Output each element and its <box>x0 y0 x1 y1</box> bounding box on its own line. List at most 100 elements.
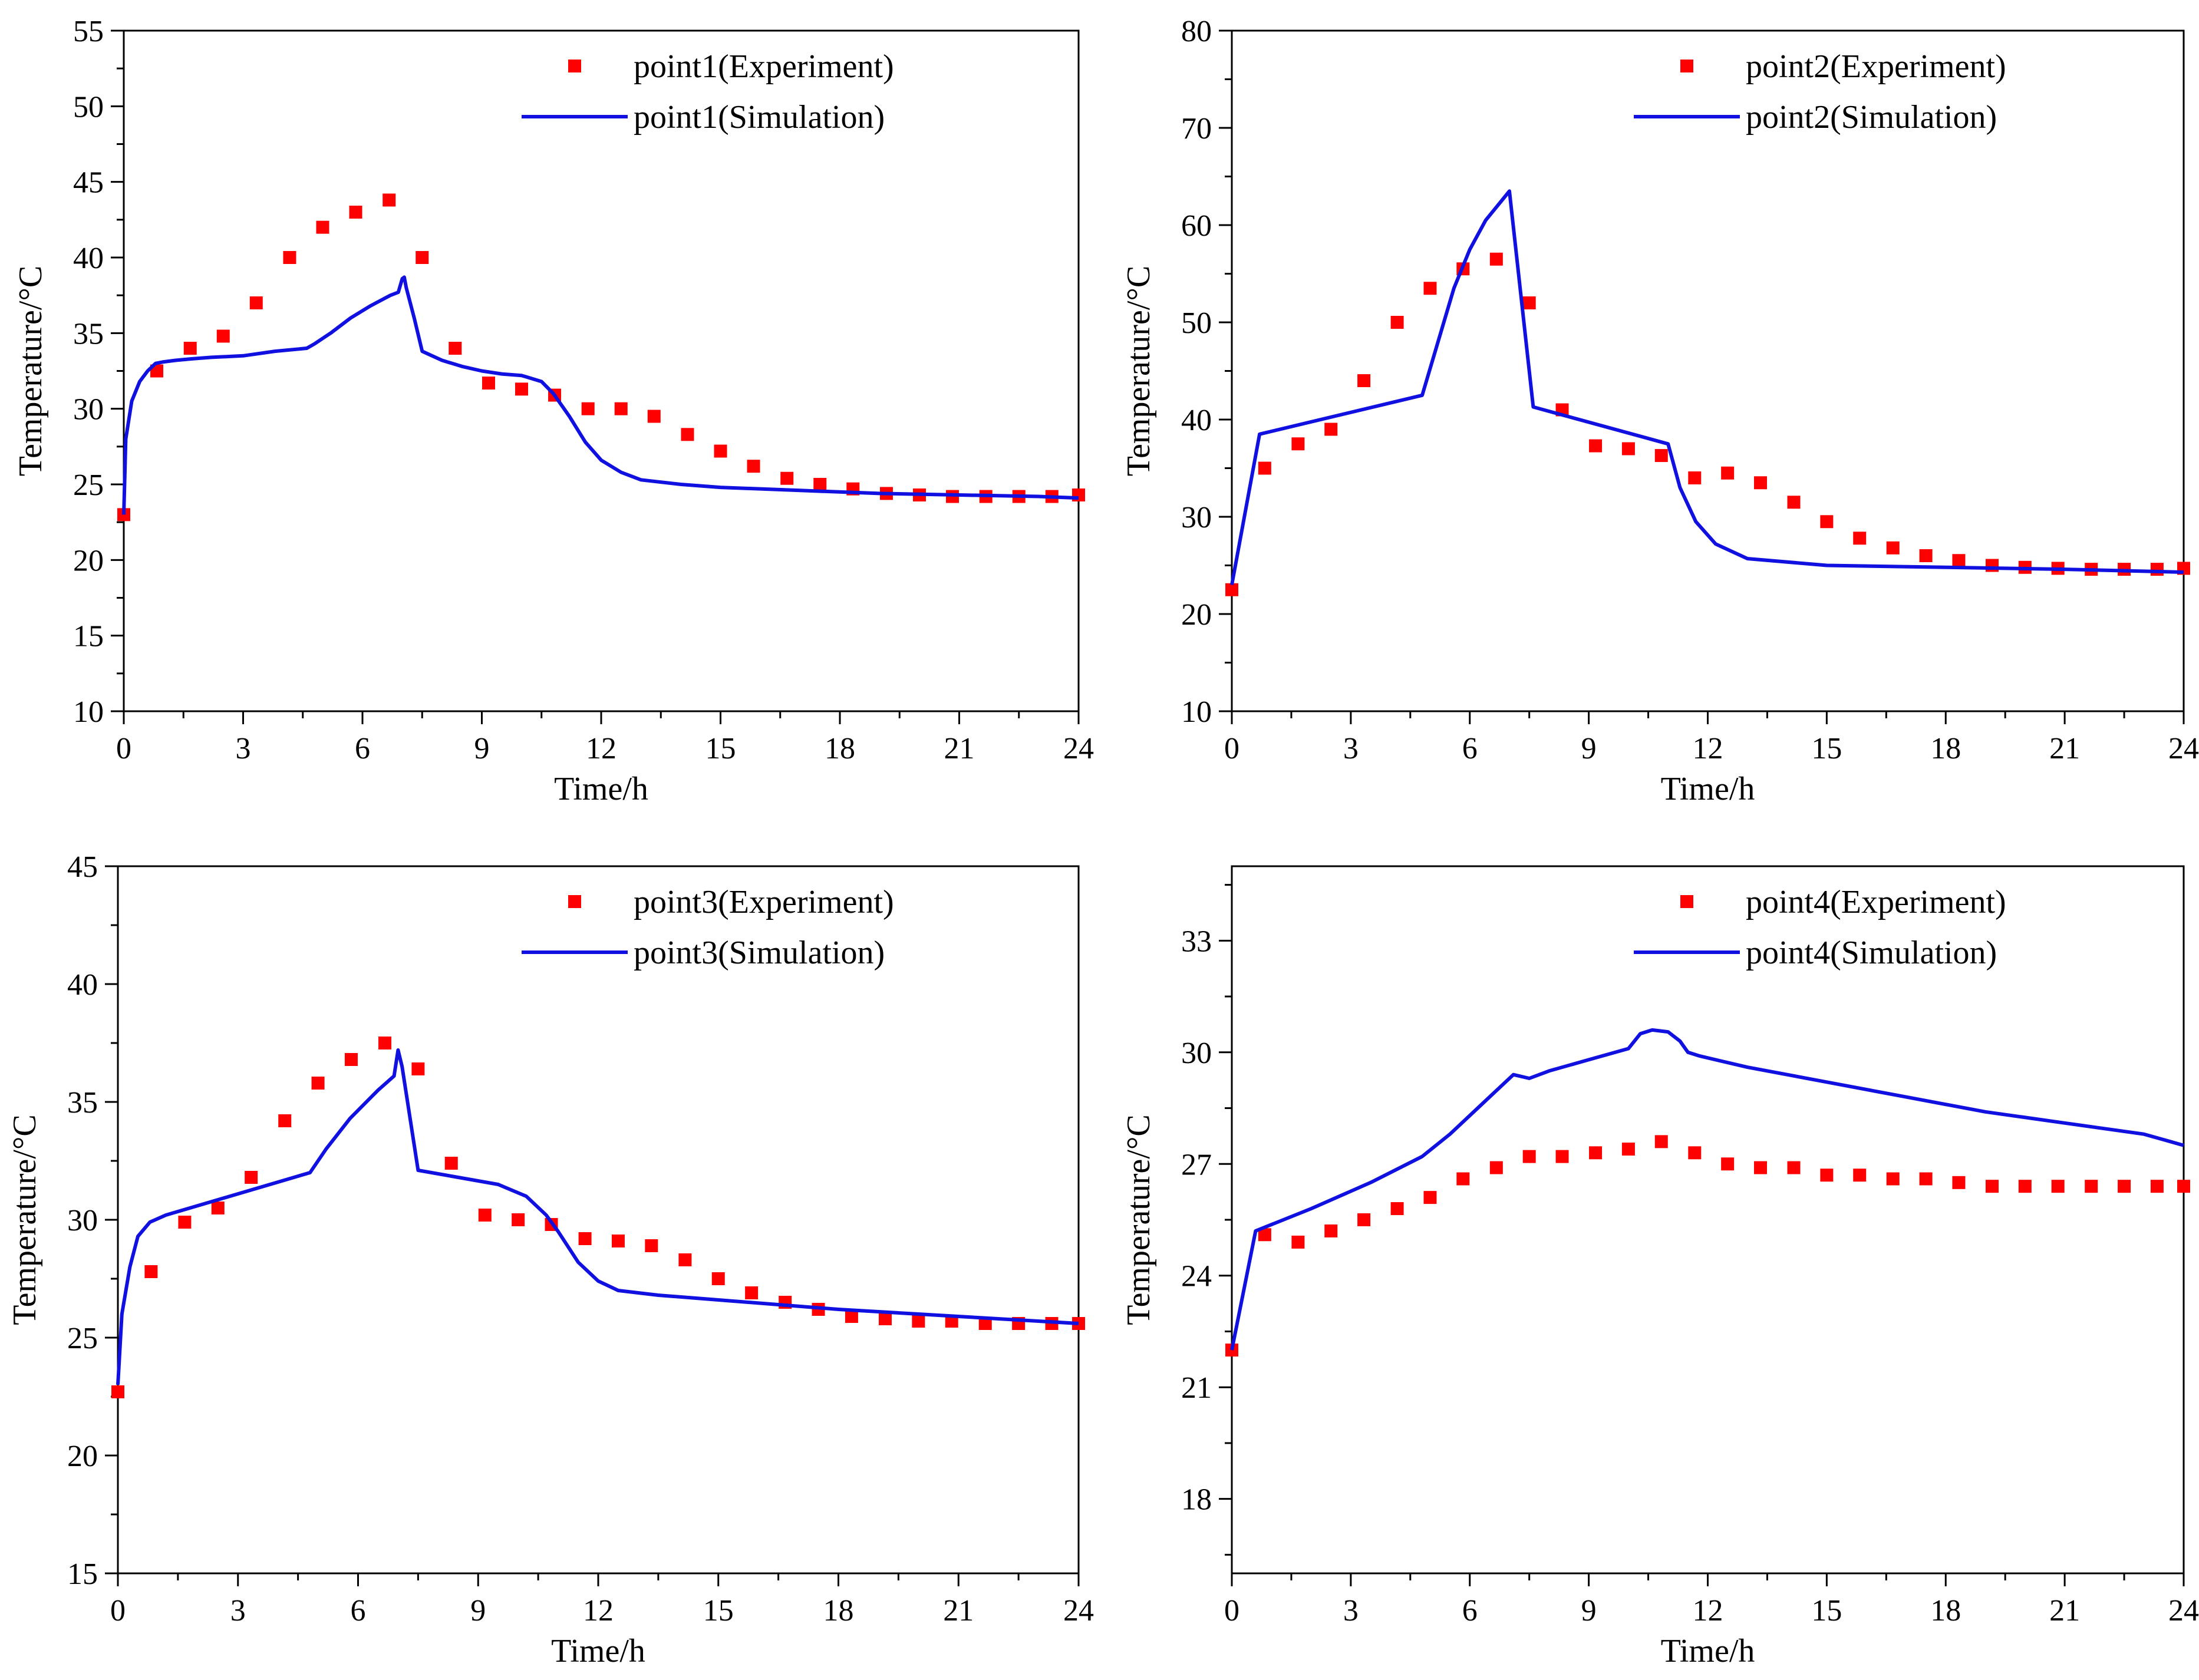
experiment-point <box>1291 437 1305 451</box>
plot-frame <box>123 29 1080 712</box>
y-axis-label: Temperature/°C <box>1120 266 1157 476</box>
experiment-point <box>1787 496 1801 509</box>
experiment-point <box>1688 1146 1702 1160</box>
experiment-point <box>2150 563 2164 576</box>
experiment-point <box>378 1037 392 1049</box>
experiment-point <box>383 193 396 207</box>
x-axis-label: Time/h <box>551 1633 645 1669</box>
experiment-point <box>1621 442 1635 456</box>
legend-marker-swatch <box>568 60 581 72</box>
y-tick-label: 20 <box>73 544 104 577</box>
experiment-point <box>681 428 694 441</box>
y-tick-label: 35 <box>67 1086 98 1120</box>
experiment-point <box>1721 1157 1735 1171</box>
plot-frame <box>1231 865 2185 1575</box>
x-tick-label: 9 <box>474 732 490 765</box>
y-tick-label: 50 <box>73 90 104 124</box>
experiment-point <box>1952 554 1966 567</box>
experiment-point <box>1324 423 1338 436</box>
x-tick-label: 6 <box>1462 732 1478 765</box>
experiment-point <box>978 1317 992 1330</box>
experiment-point <box>1423 282 1437 295</box>
experiment-point <box>1555 1150 1569 1163</box>
experiment-point <box>1489 252 1503 266</box>
x-tick-label: 24 <box>1063 1594 1094 1628</box>
chart-2: 0 3 6 9 12 15 18 21 24 10 20 30 40 50 60 70 80 Time/h Temp… <box>1120 15 2199 807</box>
experiment-point <box>614 402 628 415</box>
legend-label: point2(Simulation) <box>1746 99 1997 136</box>
y-axis-label: Temperature/°C <box>6 1114 43 1325</box>
experiment-point <box>111 1385 124 1398</box>
experiment-point <box>245 1171 258 1184</box>
x-tick-label: 21 <box>2049 732 2080 765</box>
experiment-point <box>645 1239 658 1252</box>
x-tick-label: 12 <box>1693 1594 1723 1628</box>
experiment-point <box>845 1310 858 1323</box>
x-tick-label: 3 <box>230 1594 246 1628</box>
experiment-point <box>482 377 495 390</box>
experiment-point <box>1853 1169 1867 1182</box>
x-tick-label: 15 <box>703 1594 734 1628</box>
x-tick-label: 0 <box>1224 1594 1239 1628</box>
y-tick-label: 70 <box>1181 112 1212 146</box>
y-tick-label: 30 <box>1181 501 1212 534</box>
experiment-point <box>2177 1180 2190 1193</box>
y-tick-label: 40 <box>1181 404 1212 437</box>
experiment-point <box>1688 471 1702 484</box>
y-tick-label: 27 <box>1181 1148 1212 1181</box>
experiment-point <box>647 410 661 423</box>
experiment-point <box>1258 461 1271 475</box>
legend-marker-swatch <box>568 895 581 908</box>
experiment-point <box>747 460 760 473</box>
experiment-point <box>2051 1180 2065 1193</box>
y-tick-label: 40 <box>73 242 104 275</box>
legend-marker-swatch <box>1680 895 1693 908</box>
y-tick-label: 50 <box>1181 306 1212 340</box>
experiment-point <box>411 1062 425 1075</box>
experiment-point <box>1919 549 1933 562</box>
experiment-point <box>316 220 329 234</box>
x-tick-label: 21 <box>2049 1594 2080 1628</box>
experiment-point <box>578 1232 592 1245</box>
legend-marker-swatch <box>1680 60 1693 72</box>
experiment-point <box>1753 1161 1767 1174</box>
x-tick-label: 0 <box>110 1594 126 1628</box>
x-tick-label: 24 <box>2168 732 2199 765</box>
simulation-line <box>122 275 1079 515</box>
y-tick-label: 55 <box>73 15 104 48</box>
experiment-point <box>311 1077 325 1090</box>
x-tick-label: 9 <box>1581 1594 1597 1628</box>
x-tick-label: 24 <box>2168 1594 2199 1628</box>
experiment-point <box>912 1315 925 1328</box>
chart-3: 0 3 6 9 12 15 18 21 24 15 20 25 30 35 40 45 Time/h Temper… <box>6 850 1094 1669</box>
experiment-point <box>249 296 263 309</box>
chart-1: 0 3 6 9 12 15 18 21 24 10 15 20 25 30 35 40 45 50 55 Time/h… <box>12 15 1094 807</box>
x-tick-label: 6 <box>355 732 370 765</box>
chart-4: 0 3 6 9 12 15 18 21 24 18 21 24 27 30 33 Time/h Temperat… <box>1120 865 2199 1669</box>
experiment-point <box>1654 449 1668 463</box>
y-tick-label: 35 <box>73 317 104 351</box>
y-tick-label: 24 <box>1181 1260 1212 1293</box>
experiment-point <box>1522 296 1536 309</box>
experiment-point <box>1423 1191 1437 1204</box>
experiment-point <box>1258 1228 1271 1242</box>
x-tick-label: 9 <box>470 1594 486 1628</box>
y-tick-label: 45 <box>73 166 104 200</box>
experiment-point <box>2085 1180 2098 1193</box>
experiment-point <box>278 1114 292 1127</box>
y-tick-label: 30 <box>1181 1037 1212 1070</box>
legend-label: point2(Experiment) <box>1746 48 2006 85</box>
y-tick-label: 60 <box>1181 209 1212 243</box>
y-axis-label: Temperature/°C <box>12 266 49 476</box>
experiment-point <box>1390 316 1404 329</box>
experiment-point <box>2118 1180 2131 1193</box>
x-tick-label: 12 <box>586 732 616 765</box>
experiment-point <box>611 1235 625 1247</box>
legend-label: point1(Experiment) <box>634 48 894 85</box>
x-tick-label: 18 <box>825 732 855 765</box>
experiment-point <box>2150 1180 2164 1193</box>
experiment-point <box>216 329 230 343</box>
experiment-point <box>144 1265 158 1278</box>
experiment-point <box>1820 515 1834 529</box>
x-tick-label: 21 <box>944 732 975 765</box>
